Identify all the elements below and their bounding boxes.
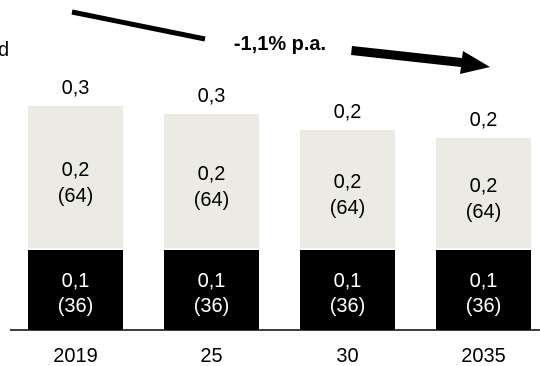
bar-segment-lower	[436, 250, 531, 330]
edge-label: d	[0, 39, 9, 61]
bar-segment-upper	[164, 114, 259, 249]
bar-lower-value-label: 0,1	[198, 270, 226, 292]
bar-lower-value-label: 0,1	[62, 270, 90, 292]
bar-segment-lower	[28, 250, 123, 330]
bar-upper-value-label: 0,2	[470, 175, 498, 197]
bar-segment-lower	[300, 250, 395, 330]
bar-lower-value-label: 0,1	[470, 270, 498, 292]
bars-group: 0,1 (36) 0,2 (64) 0,3 0,1 (36) 0,2 (64) 0,3 0,1 (36…	[28, 77, 531, 330]
trend-arrow: -1,1% p.a.	[71, 9, 490, 74]
bar-upper-value-label: 0,2	[198, 163, 226, 185]
bar-upper-value-label: 0,2	[62, 159, 90, 181]
bar-total-label: 0,2	[334, 101, 362, 123]
x-tick-label: 2035	[461, 345, 506, 366]
bar-segment-upper	[300, 130, 395, 249]
bar-total-label: 0,3	[62, 77, 90, 99]
bar-total-label: 0,3	[198, 85, 226, 107]
bar-upper-share-label: (64)	[330, 197, 366, 219]
bar-lower-share-label: (36)	[466, 295, 502, 317]
bar-upper-share-label: (64)	[466, 201, 502, 223]
bar-segment-upper	[436, 138, 531, 249]
x-tick-label: 25	[200, 345, 222, 366]
trend-annotation: -1,1% p.a.	[234, 33, 326, 55]
bar-segment-upper	[28, 106, 123, 249]
bar-segment-lower	[164, 250, 259, 330]
bar-upper-share-label: (64)	[58, 185, 94, 207]
trend-arrow-head	[351, 46, 490, 74]
x-tick-label: 30	[336, 345, 358, 366]
trend-arrow-left-segment	[71, 9, 206, 42]
bar-lower-value-label: 0,1	[334, 270, 362, 292]
x-tick-labels: 2019 25 30 2035	[53, 345, 506, 366]
bar-lower-share-label: (36)	[58, 295, 94, 317]
x-tick-label: 2019	[53, 345, 98, 366]
bar-upper-value-label: 0,2	[334, 171, 362, 193]
bar-lower-share-label: (36)	[330, 295, 366, 317]
bar-total-label: 0,2	[470, 109, 498, 131]
bar-upper-share-label: (64)	[194, 189, 230, 211]
bar-lower-share-label: (36)	[194, 295, 230, 317]
